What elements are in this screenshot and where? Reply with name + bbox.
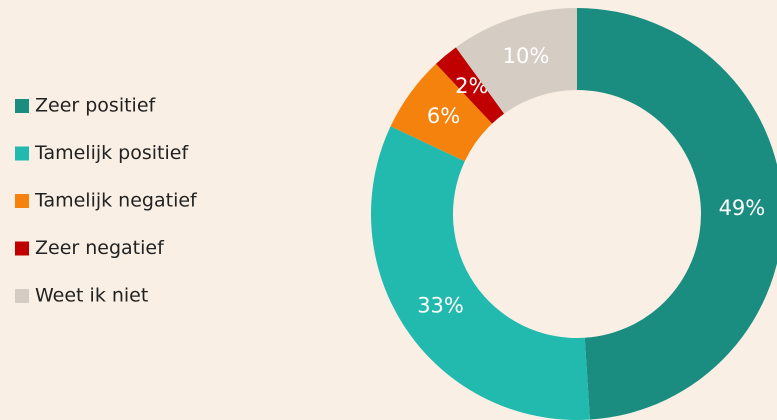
legend-swatch bbox=[15, 146, 29, 161]
value-label: 6% bbox=[427, 104, 460, 128]
donut-slice bbox=[577, 8, 777, 420]
value-label: 33% bbox=[417, 294, 464, 318]
donut-slice bbox=[435, 47, 505, 124]
legend-label: Zeer positief bbox=[35, 95, 157, 117]
legend-swatch bbox=[15, 99, 29, 113]
legend-label: Tamelijk positief bbox=[34, 142, 189, 164]
legend-swatch bbox=[15, 241, 29, 256]
legend-label: Zeer negatief bbox=[35, 237, 165, 259]
legend-swatch bbox=[15, 194, 29, 208]
value-label: 10% bbox=[503, 44, 550, 68]
donut-slice bbox=[390, 63, 493, 162]
legend-swatch bbox=[15, 289, 29, 303]
legend-label: Tamelijk negatief bbox=[34, 190, 198, 212]
value-label: 49% bbox=[719, 196, 766, 220]
donut-slice bbox=[371, 126, 590, 420]
legend-label: Weet ik niet bbox=[35, 285, 148, 307]
donut-slice bbox=[455, 8, 577, 114]
